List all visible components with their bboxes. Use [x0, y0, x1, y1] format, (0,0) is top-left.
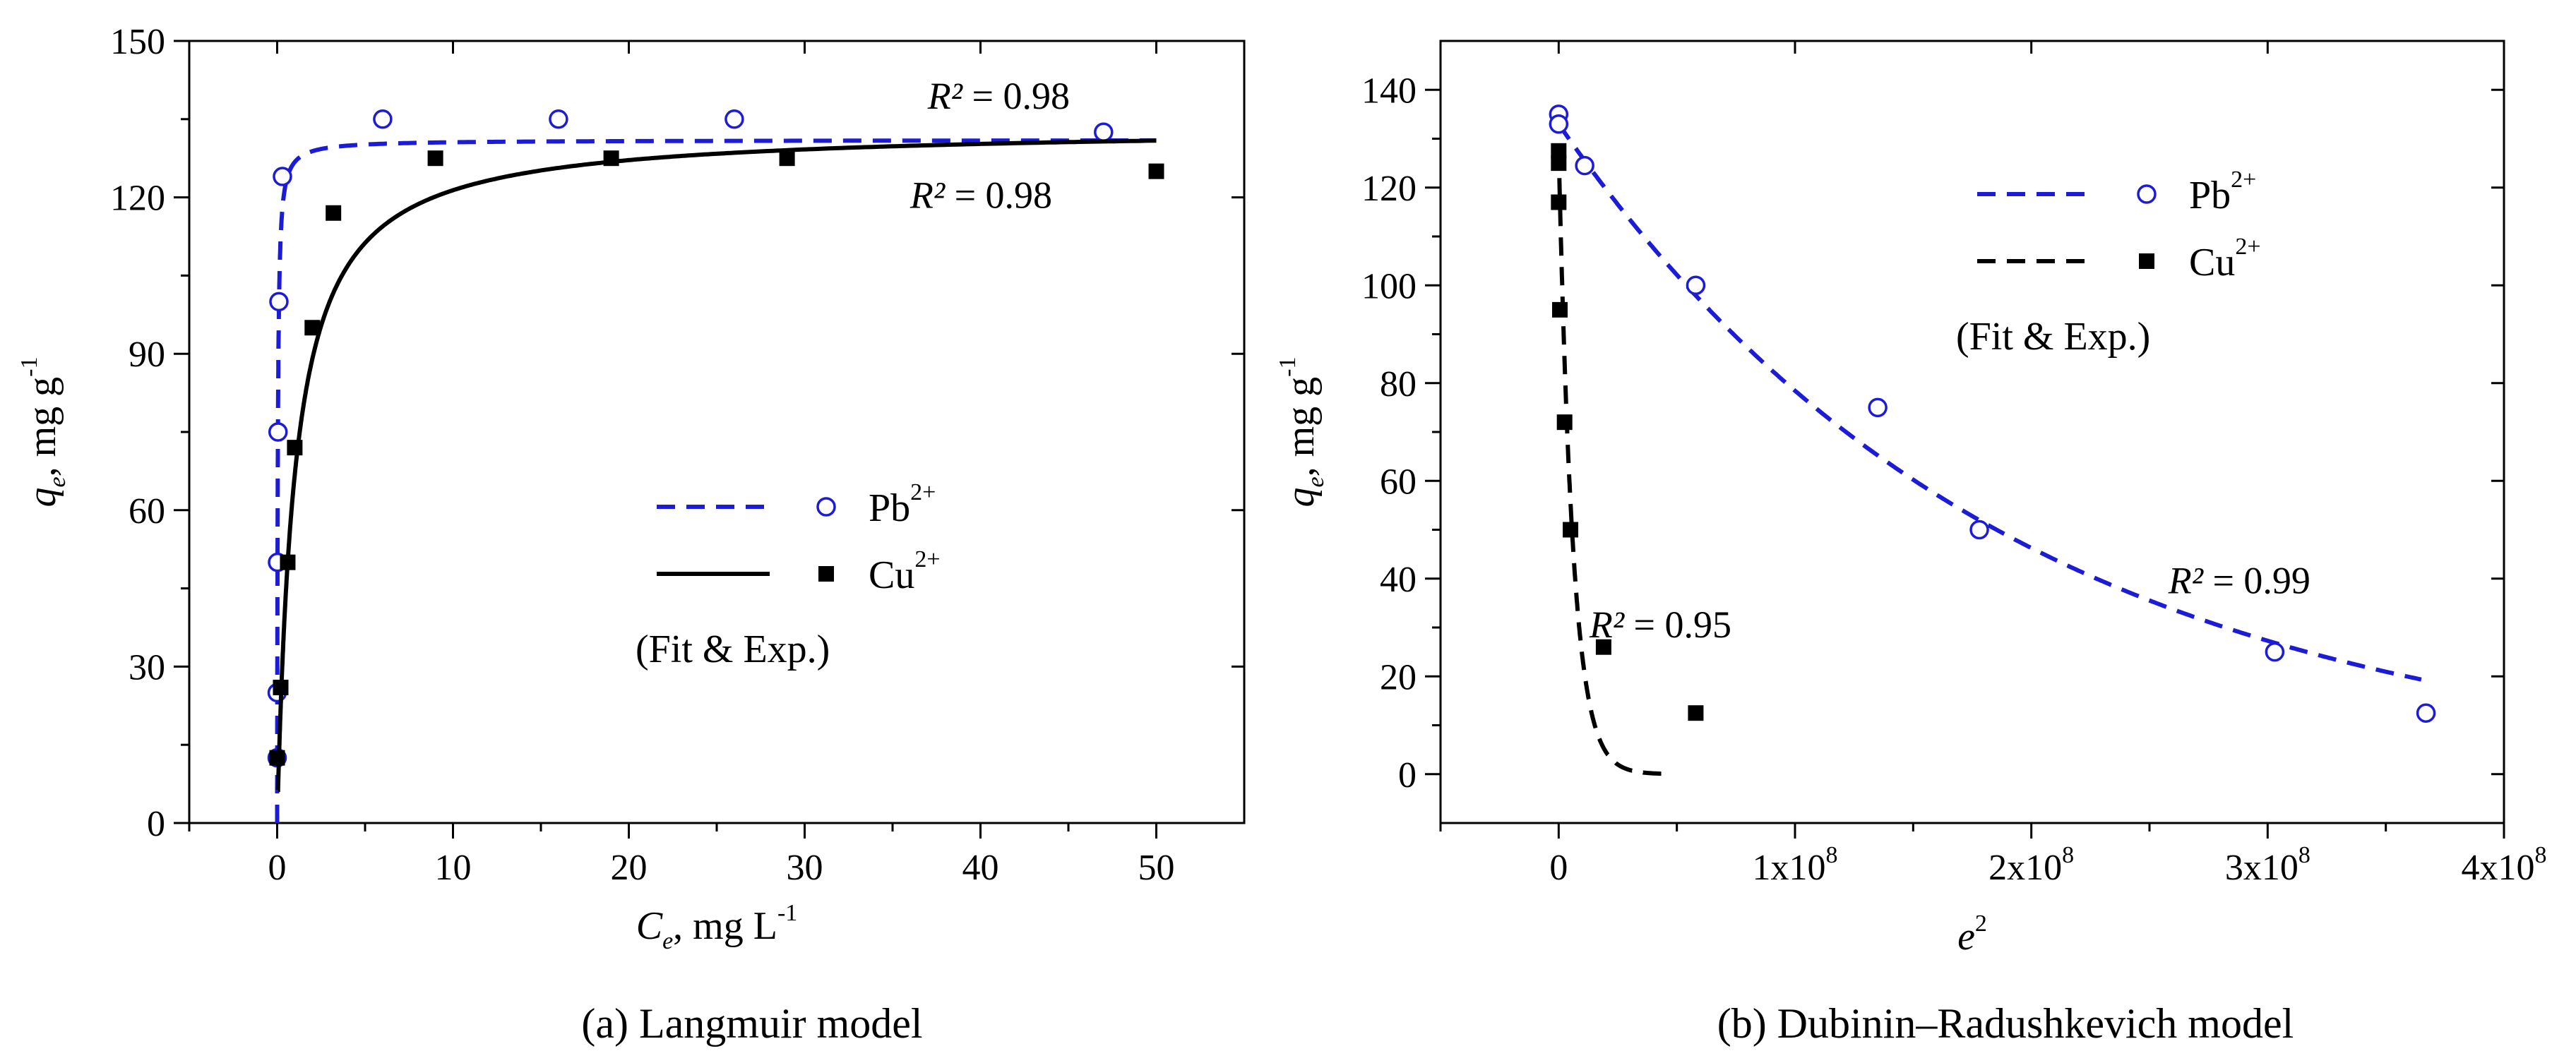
y-tick-label: 140 — [1361, 71, 1417, 111]
data-point-cu — [1563, 522, 1579, 538]
data-point-pb — [1575, 155, 1594, 176]
data-point-cu — [1551, 155, 1567, 172]
data-point-cu — [273, 679, 289, 695]
legend-label-pb: Pb2+ — [2189, 167, 2256, 217]
x-tick-label: 2x108 — [1988, 842, 2074, 888]
legend-marker-pb — [816, 497, 836, 517]
x-tick-label: 3x108 — [2225, 842, 2310, 888]
x-tick-label: 30 — [787, 848, 823, 888]
legend-note: (Fit & Exp.) — [1956, 315, 2150, 359]
data-point-pb — [2416, 703, 2436, 723]
data-point-pb — [2265, 642, 2285, 662]
legend-label-cu: Cu2+ — [869, 546, 941, 597]
data-point-cu — [1552, 301, 1568, 318]
y-tick-label: 100 — [1361, 266, 1417, 306]
x-tick-label: 50 — [1138, 848, 1175, 888]
data-point-cu — [1148, 163, 1164, 179]
x-axis-label: e2 — [1957, 911, 1987, 959]
data-point-pb — [1549, 114, 1569, 134]
y-tick-label: 0 — [1398, 755, 1417, 795]
data-point-pb — [549, 109, 568, 129]
legend-marker-pb — [2137, 184, 2157, 204]
data-point-cu — [326, 205, 342, 221]
data-point-cu — [1595, 639, 1611, 655]
panel-caption: (a) Langmuir model — [581, 1000, 922, 1047]
x-tick-label: 40 — [962, 848, 999, 888]
fit-curve-cu — [1556, 148, 1673, 776]
r2-label-pb: R² = 0.98 — [927, 75, 1070, 117]
y-axis-label: qe, mg g-1 — [16, 357, 71, 508]
plot-frame — [188, 40, 1246, 824]
x-tick-label: 20 — [611, 848, 648, 888]
fit-curve-pb — [275, 138, 1157, 823]
y-tick-label: 90 — [129, 335, 165, 375]
r2-label-cu: R² = 0.95 — [1589, 603, 1731, 646]
data-point-cu — [1556, 414, 1573, 431]
data-point-cu — [1551, 194, 1567, 210]
data-point-cu — [603, 150, 619, 167]
legend-label-cu: Cu2+ — [2189, 234, 2261, 284]
y-tick-label: 40 — [1380, 560, 1417, 600]
legend-marker-cu — [818, 566, 834, 582]
y-axis-label: qe, mg g-1 — [1275, 357, 1329, 508]
y-tick-label: 60 — [129, 491, 165, 532]
panel-caption: (b) Dubinin–Radushkevich model — [1717, 1000, 2294, 1047]
x-tick-label: 0 — [268, 848, 287, 888]
data-point-pb — [1686, 275, 1706, 295]
data-point-pb — [1868, 397, 1888, 418]
data-point-pb — [1969, 520, 1989, 540]
legend-marker-cu — [2139, 253, 2154, 269]
legend-note: (Fit & Exp.) — [636, 627, 830, 671]
r2-label-cu: R² = 0.98 — [910, 174, 1052, 216]
x-tick-label: 0 — [1549, 848, 1568, 888]
y-tick-label: 20 — [1380, 657, 1417, 697]
plot-frame — [1439, 40, 2505, 824]
x-axis-label: Ce, mg L-1 — [636, 900, 798, 954]
panel-b-dubinin-radushkevich: 0 1x108 2x108 3x108 4x108 0 20 40 60 80 100 120 140 e… — [1275, 40, 2547, 1047]
x-tick-label: 10 — [435, 848, 472, 888]
data-point-cu — [1688, 705, 1704, 721]
legend: Pb2+ Cu2+ (Fit & Exp.) — [636, 479, 941, 671]
data-point-cu — [269, 750, 285, 766]
legend-label-pb: Pb2+ — [869, 479, 936, 530]
r2-label-pb: R² = 0.99 — [2168, 560, 2310, 602]
x-tick-label: 1x108 — [1753, 842, 1838, 888]
y-tick-label: 120 — [1361, 169, 1417, 209]
fit-curve-cu — [275, 138, 1157, 792]
data-point-cu — [779, 150, 795, 167]
y-tick-label: 60 — [1380, 462, 1417, 502]
data-point-cu — [427, 150, 443, 167]
data-point-pb — [1094, 122, 1114, 143]
y-tick-label: 0 — [147, 804, 165, 844]
y-tick-label: 30 — [129, 647, 165, 687]
panel-a-langmuir: 0 10 20 30 40 50 0 30 60 90 120 150 Ce, mg L-1 qe, mg… — [16, 22, 1246, 1047]
data-point-pb — [268, 422, 288, 442]
y-tick-label: 150 — [110, 22, 165, 62]
data-point-cu — [304, 320, 321, 336]
data-point-cu — [280, 554, 296, 570]
legend: Pb2+ Cu2+ (Fit & Exp.) — [1956, 167, 2261, 359]
data-point-cu — [287, 440, 303, 456]
data-point-pb — [273, 167, 292, 186]
y-tick-label: 80 — [1380, 364, 1417, 404]
data-point-pb — [373, 109, 393, 129]
data-point-pb — [269, 292, 289, 312]
data-point-pb — [724, 109, 744, 129]
y-tick-label: 120 — [110, 179, 165, 219]
data-point-cu — [1551, 143, 1567, 159]
x-tick-label: 4x108 — [2462, 842, 2547, 888]
